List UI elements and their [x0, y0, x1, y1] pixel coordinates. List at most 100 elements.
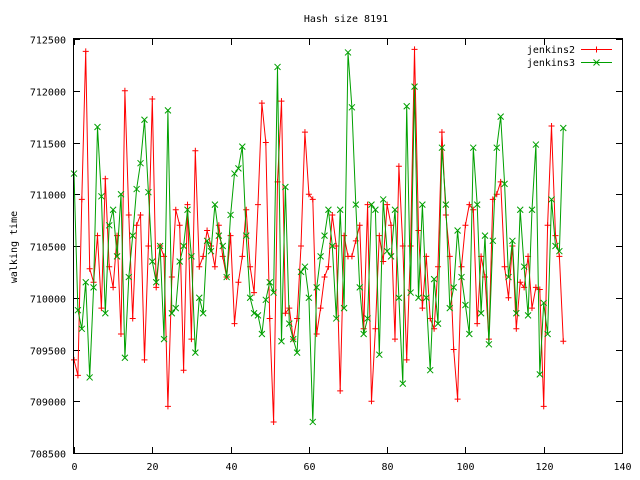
- x-tick-label: 40: [225, 462, 237, 473]
- data-point-jenkins2: [470, 206, 477, 213]
- data-point-jenkins2: [333, 243, 340, 249]
- data-point-jenkins3: [458, 273, 465, 281]
- legend-marker-jenkins2: [593, 46, 600, 53]
- data-point-jenkins3: [266, 278, 274, 286]
- data-point-jenkins3: [129, 232, 137, 240]
- data-point-jenkins2: [243, 206, 250, 213]
- data-point-jenkins2: [474, 320, 481, 327]
- x-tick-label: 140: [613, 462, 631, 473]
- x-tick-label: 100: [456, 462, 474, 473]
- data-point-jenkins3: [524, 311, 532, 319]
- data-point-jenkins3: [544, 330, 551, 338]
- data-point-jenkins2: [251, 289, 258, 296]
- data-point-jenkins3: [540, 299, 548, 307]
- data-point-jenkins2: [98, 305, 105, 312]
- data-point-jenkins2: [548, 122, 555, 129]
- data-point-jenkins3: [172, 304, 180, 312]
- data-point-jenkins3: [430, 275, 438, 283]
- data-point-jenkins3: [379, 196, 387, 203]
- y-tick-label: 712500: [30, 36, 66, 47]
- data-point-jenkins2: [161, 253, 168, 260]
- data-point-jenkins2: [395, 163, 402, 170]
- data-point-jenkins3: [552, 242, 559, 250]
- x-tick-label: 0: [71, 462, 77, 473]
- data-point-jenkins3: [559, 124, 567, 132]
- data-point-jenkins3: [184, 206, 191, 214]
- series-jenkins3: [70, 49, 567, 426]
- data-point-jenkins3: [246, 294, 254, 302]
- data-point-jenkins3: [348, 103, 356, 111]
- data-point-jenkins3: [509, 237, 516, 245]
- data-point-jenkins2: [450, 346, 457, 353]
- data-point-jenkins2: [164, 403, 171, 410]
- data-point-jenkins2: [325, 263, 332, 270]
- data-point-jenkins3: [344, 49, 352, 56]
- data-point-jenkins2: [317, 305, 324, 312]
- data-point-jenkins3: [141, 116, 148, 124]
- data-point-jenkins3: [148, 258, 156, 265]
- data-point-jenkins3: [309, 418, 317, 426]
- data-point-jenkins3: [356, 284, 364, 291]
- y-tick-label: 711000: [30, 191, 66, 202]
- data-point-jenkins2: [454, 396, 461, 403]
- data-point-jenkins2: [458, 263, 465, 270]
- data-point-jenkins3: [176, 258, 184, 265]
- data-point-jenkins3: [117, 190, 125, 198]
- data-point-jenkins3: [313, 284, 321, 291]
- data-point-jenkins2: [235, 279, 242, 286]
- chart-title: Hash size 8191: [304, 14, 388, 25]
- data-point-jenkins3: [450, 284, 458, 291]
- data-point-jenkins2: [192, 147, 199, 154]
- data-point-jenkins3: [446, 304, 454, 312]
- data-point-jenkins2: [227, 232, 234, 239]
- data-point-jenkins3: [293, 349, 301, 356]
- y-tick-label: 709000: [30, 398, 66, 409]
- data-point-jenkins3: [352, 201, 360, 208]
- data-point-jenkins3: [493, 144, 501, 152]
- data-point-jenkins3: [505, 273, 512, 281]
- data-point-jenkins3: [94, 123, 101, 131]
- data-point-jenkins3: [305, 294, 313, 302]
- data-point-jenkins2: [149, 96, 156, 103]
- data-point-jenkins2: [372, 325, 379, 332]
- data-point-jenkins3: [90, 284, 97, 291]
- data-point-jenkins3: [254, 311, 262, 319]
- data-point-jenkins2: [266, 315, 273, 322]
- data-point-jenkins2: [258, 100, 265, 107]
- data-point-jenkins3: [301, 263, 309, 271]
- data-point-jenkins2: [528, 305, 535, 312]
- data-point-jenkins3: [548, 196, 555, 203]
- data-point-jenkins3: [188, 252, 195, 260]
- data-point-jenkins3: [340, 304, 348, 312]
- data-point-jenkins3: [391, 206, 399, 214]
- data-point-jenkins3: [211, 201, 219, 208]
- data-point-jenkins3: [360, 330, 368, 338]
- data-point-jenkins2: [552, 232, 559, 239]
- data-point-jenkins2: [309, 196, 316, 203]
- data-point-jenkins2: [82, 48, 89, 55]
- data-point-jenkins2: [86, 265, 93, 272]
- data-point-jenkins3: [477, 309, 485, 317]
- data-point-jenkins3: [109, 206, 117, 214]
- data-point-jenkins3: [219, 242, 227, 250]
- data-point-jenkins2: [153, 284, 160, 291]
- data-point-jenkins2: [388, 222, 395, 229]
- data-point-jenkins3: [156, 242, 164, 250]
- data-point-jenkins2: [141, 356, 148, 363]
- legend-marker-jenkins3: [593, 59, 600, 66]
- data-point-jenkins3: [387, 252, 395, 260]
- data-point-jenkins3: [297, 268, 305, 276]
- data-point-jenkins2: [219, 253, 226, 260]
- data-point-jenkins2: [419, 305, 426, 312]
- series-layer: [70, 46, 567, 426]
- axes: 708500 709000 709500 710000 710500 711000 7115…: [30, 36, 632, 474]
- data-point-jenkins2: [329, 211, 336, 218]
- data-point-jenkins3: [332, 315, 340, 322]
- data-point-jenkins3: [372, 206, 379, 214]
- data-point-jenkins2: [501, 263, 508, 270]
- data-point-jenkins2: [462, 222, 469, 229]
- data-point-jenkins3: [520, 263, 528, 271]
- data-point-jenkins2: [435, 263, 442, 270]
- data-point-jenkins3: [101, 309, 109, 317]
